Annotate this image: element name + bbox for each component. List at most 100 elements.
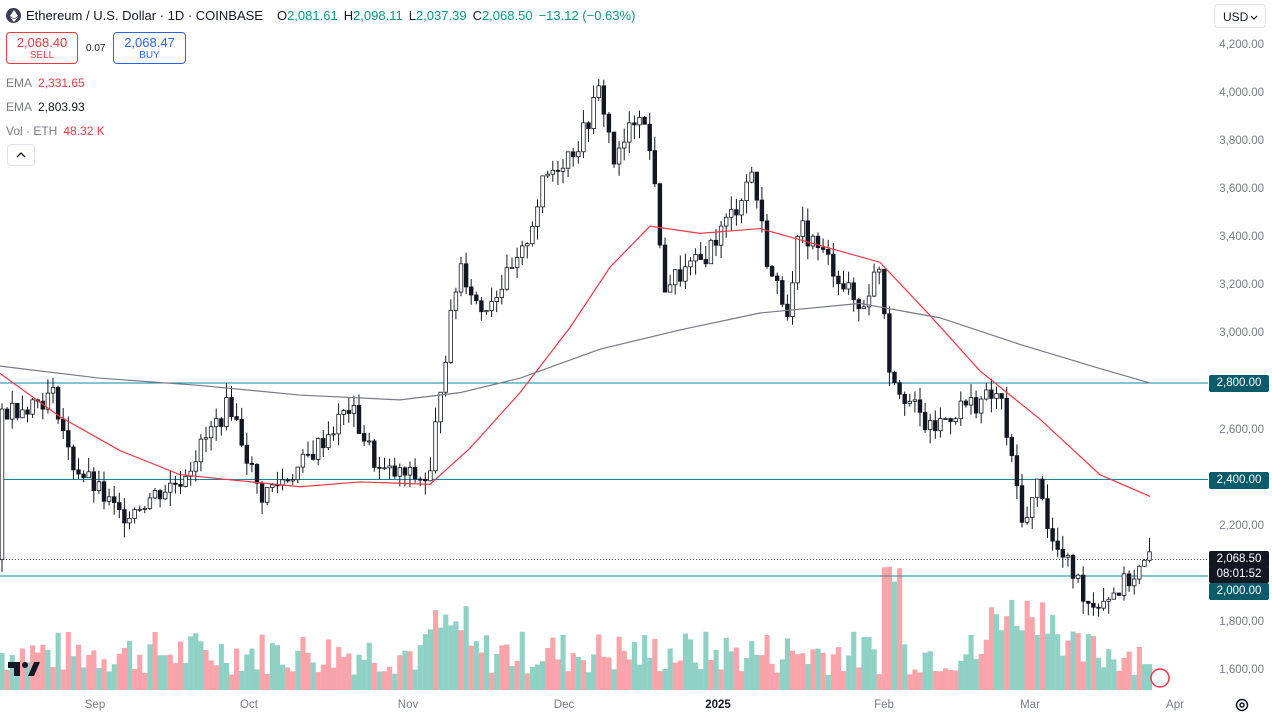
candle-body <box>938 418 943 432</box>
y-axis-tick: 3,400.00 <box>1219 231 1264 243</box>
volume-bar <box>733 647 739 690</box>
volume-bar <box>65 631 71 690</box>
volume-bar <box>1116 670 1122 690</box>
volume-bar <box>392 673 398 690</box>
volume-bar <box>387 666 393 690</box>
volume-bar <box>611 669 617 690</box>
volume-bar <box>1147 664 1153 690</box>
volume-bar <box>137 654 143 690</box>
candle-body <box>219 418 224 427</box>
candle-body <box>688 260 693 268</box>
indicator-volume[interactable]: Vol · ETH 48.32 K <box>6 124 105 138</box>
candle-body <box>290 479 295 482</box>
volume-bar <box>55 632 61 690</box>
volume-bar <box>973 658 979 690</box>
x-axis-tick: Apr <box>1166 699 1184 711</box>
candle-body <box>96 481 102 492</box>
candle-body <box>285 479 290 482</box>
volume-bar <box>815 648 821 690</box>
symbol-header: Ethereum / U.S. Dollar · 1D · COINBASE O… <box>6 8 637 23</box>
candle-body <box>565 151 571 169</box>
candle-body <box>999 393 1004 399</box>
candle-body <box>468 286 474 296</box>
volume-bar <box>111 664 117 690</box>
candle-body <box>453 291 459 311</box>
volume-bar <box>723 637 729 690</box>
volume-bar <box>371 662 377 690</box>
volume-bar <box>438 627 444 690</box>
candle-body <box>331 433 336 436</box>
candle-body <box>994 393 999 399</box>
candle-body <box>417 478 423 481</box>
symbol-title[interactable]: Ethereum / U.S. Dollar · 1D · COINBASE <box>26 8 263 23</box>
bar-countdown: 08:01:52 <box>1209 566 1269 583</box>
candle-body <box>943 418 948 420</box>
volume-bar <box>943 668 949 690</box>
currency-select[interactable]: USD <box>1214 4 1266 28</box>
volume-bar <box>1029 617 1035 690</box>
volume-bar <box>300 637 306 690</box>
volume-bar <box>907 674 913 690</box>
volume-bar <box>866 636 872 690</box>
volume-bar <box>1131 674 1137 690</box>
volume-bar <box>234 648 240 690</box>
candle-body <box>632 122 637 126</box>
candle-body <box>647 123 652 152</box>
volume-bar <box>305 652 311 690</box>
candle-body <box>392 465 397 477</box>
volume-bar <box>336 646 342 690</box>
candle-body <box>861 306 867 310</box>
volume-bar <box>535 664 541 690</box>
volume-bar <box>494 653 500 690</box>
volume-bar <box>897 568 903 690</box>
volume-bar <box>361 659 367 690</box>
candle-body <box>76 469 81 475</box>
candle-body <box>321 438 326 449</box>
collapse-indicators-button[interactable] <box>7 144 35 166</box>
candle-body <box>744 181 749 202</box>
sell-button[interactable]: 2,068.40 SELL <box>6 32 78 64</box>
candle-body <box>157 490 163 500</box>
volume-bar <box>274 645 280 690</box>
candle-body <box>0 408 5 561</box>
candle-body <box>1060 549 1065 558</box>
volume-bar <box>14 671 20 690</box>
candle-body <box>244 444 249 464</box>
candle-body <box>1116 592 1122 596</box>
candle-body <box>1137 565 1142 580</box>
volume-bar <box>147 644 153 690</box>
settings-gear-icon[interactable] <box>1234 697 1250 713</box>
candle-body <box>922 411 928 431</box>
candle-body <box>45 392 51 410</box>
volume-bar <box>1055 634 1061 690</box>
candle-body <box>1101 600 1106 609</box>
x-axis-tick: Dec <box>553 699 575 711</box>
candle-body <box>178 483 183 487</box>
buy-button[interactable]: 2,068.47 BUY <box>113 32 186 64</box>
volume-bar <box>739 671 745 690</box>
candle-body <box>586 122 591 129</box>
volume-bar <box>616 636 622 690</box>
candle-body <box>479 300 484 313</box>
volume-bar <box>315 672 321 690</box>
ema-slow-line <box>0 302 1151 401</box>
volume-bar <box>76 644 82 690</box>
candle-body <box>428 470 433 482</box>
volume-bar <box>586 672 592 690</box>
indicator-ema-fast[interactable]: EMA 2,331.65 <box>6 76 85 90</box>
volume-bar <box>1096 657 1102 690</box>
tradingview-logo[interactable] <box>8 660 40 683</box>
high-key: H <box>343 8 354 23</box>
volume-bar <box>902 644 908 690</box>
candle-body <box>851 282 856 301</box>
candle-body <box>989 389 994 399</box>
volume-bar <box>912 669 918 690</box>
volume-bar <box>127 640 133 690</box>
candle-body <box>591 97 596 129</box>
volume-bar <box>254 669 260 690</box>
candle-body <box>912 399 918 402</box>
candle-body <box>474 294 479 302</box>
candle-body <box>673 269 678 286</box>
indicator-ema-slow[interactable]: EMA 2,803.93 <box>6 100 85 114</box>
